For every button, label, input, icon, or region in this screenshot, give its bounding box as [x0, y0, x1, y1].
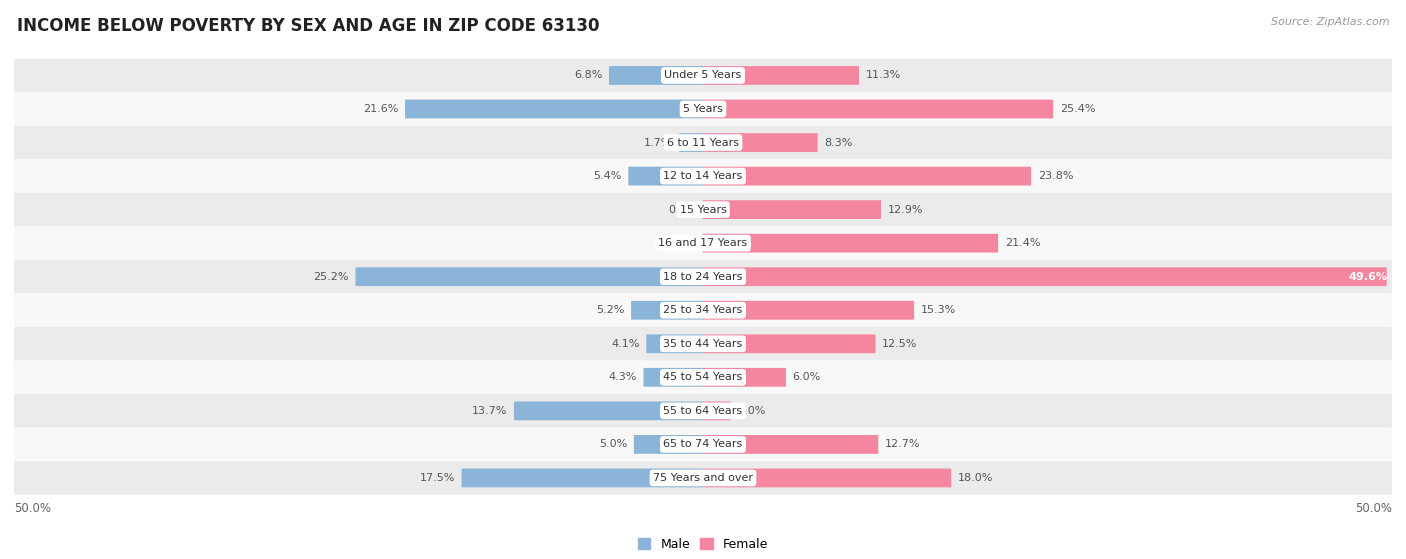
- FancyBboxPatch shape: [703, 401, 731, 420]
- Text: Under 5 Years: Under 5 Years: [665, 70, 741, 80]
- Text: 6.8%: 6.8%: [574, 70, 602, 80]
- FancyBboxPatch shape: [405, 100, 703, 119]
- FancyBboxPatch shape: [679, 133, 703, 152]
- Text: 5.0%: 5.0%: [599, 439, 627, 449]
- FancyBboxPatch shape: [703, 368, 786, 387]
- Text: INCOME BELOW POVERTY BY SEX AND AGE IN ZIP CODE 63130: INCOME BELOW POVERTY BY SEX AND AGE IN Z…: [17, 17, 599, 35]
- FancyBboxPatch shape: [14, 394, 1392, 428]
- FancyBboxPatch shape: [703, 468, 952, 487]
- Text: 50.0%: 50.0%: [1355, 502, 1392, 515]
- Text: 23.8%: 23.8%: [1038, 171, 1073, 181]
- Text: 4.3%: 4.3%: [609, 372, 637, 382]
- FancyBboxPatch shape: [703, 267, 1386, 286]
- Text: 13.7%: 13.7%: [472, 406, 508, 416]
- FancyBboxPatch shape: [14, 159, 1392, 193]
- FancyBboxPatch shape: [14, 327, 1392, 361]
- Text: 16 and 17 Years: 16 and 17 Years: [658, 238, 748, 248]
- FancyBboxPatch shape: [14, 193, 1392, 226]
- FancyBboxPatch shape: [644, 368, 703, 387]
- Text: 8.3%: 8.3%: [824, 138, 852, 148]
- FancyBboxPatch shape: [14, 92, 1392, 126]
- FancyBboxPatch shape: [14, 226, 1392, 260]
- Text: 18.0%: 18.0%: [957, 473, 993, 483]
- FancyBboxPatch shape: [703, 234, 998, 253]
- Text: 25.2%: 25.2%: [314, 272, 349, 282]
- Text: 12.5%: 12.5%: [882, 339, 918, 349]
- Text: 1.7%: 1.7%: [644, 138, 672, 148]
- Text: 5.4%: 5.4%: [593, 171, 621, 181]
- FancyBboxPatch shape: [647, 334, 703, 353]
- FancyBboxPatch shape: [14, 428, 1392, 461]
- Text: 6.0%: 6.0%: [793, 372, 821, 382]
- FancyBboxPatch shape: [703, 334, 876, 353]
- Text: 12.9%: 12.9%: [887, 205, 924, 215]
- Text: 55 to 64 Years: 55 to 64 Years: [664, 406, 742, 416]
- FancyBboxPatch shape: [14, 126, 1392, 159]
- Text: 6 to 11 Years: 6 to 11 Years: [666, 138, 740, 148]
- FancyBboxPatch shape: [634, 435, 703, 454]
- FancyBboxPatch shape: [14, 461, 1392, 495]
- FancyBboxPatch shape: [628, 167, 703, 186]
- Text: 18 to 24 Years: 18 to 24 Years: [664, 272, 742, 282]
- FancyBboxPatch shape: [461, 468, 703, 487]
- Text: 0.0%: 0.0%: [668, 238, 696, 248]
- Text: 75 Years and over: 75 Years and over: [652, 473, 754, 483]
- Text: 15 Years: 15 Years: [679, 205, 727, 215]
- Text: 4.1%: 4.1%: [612, 339, 640, 349]
- Text: 21.4%: 21.4%: [1005, 238, 1040, 248]
- Text: 5 Years: 5 Years: [683, 104, 723, 114]
- FancyBboxPatch shape: [703, 200, 882, 219]
- Legend: Male, Female: Male, Female: [633, 533, 773, 556]
- FancyBboxPatch shape: [703, 435, 879, 454]
- FancyBboxPatch shape: [14, 260, 1392, 293]
- Text: 15.3%: 15.3%: [921, 305, 956, 315]
- Text: 65 to 74 Years: 65 to 74 Years: [664, 439, 742, 449]
- Text: 11.3%: 11.3%: [866, 70, 901, 80]
- Text: 49.6%: 49.6%: [1348, 272, 1388, 282]
- Text: 17.5%: 17.5%: [419, 473, 456, 483]
- Text: 12.7%: 12.7%: [884, 439, 921, 449]
- FancyBboxPatch shape: [14, 361, 1392, 394]
- FancyBboxPatch shape: [515, 401, 703, 420]
- FancyBboxPatch shape: [703, 66, 859, 85]
- Text: 12 to 14 Years: 12 to 14 Years: [664, 171, 742, 181]
- Text: 21.6%: 21.6%: [363, 104, 398, 114]
- Text: 35 to 44 Years: 35 to 44 Years: [664, 339, 742, 349]
- FancyBboxPatch shape: [14, 59, 1392, 92]
- FancyBboxPatch shape: [703, 167, 1031, 186]
- Text: 0.0%: 0.0%: [668, 205, 696, 215]
- FancyBboxPatch shape: [631, 301, 703, 320]
- Text: 25 to 34 Years: 25 to 34 Years: [664, 305, 742, 315]
- Text: 5.2%: 5.2%: [596, 305, 624, 315]
- Text: 50.0%: 50.0%: [14, 502, 51, 515]
- FancyBboxPatch shape: [14, 293, 1392, 327]
- FancyBboxPatch shape: [703, 133, 818, 152]
- FancyBboxPatch shape: [356, 267, 703, 286]
- Text: 25.4%: 25.4%: [1060, 104, 1095, 114]
- Text: Source: ZipAtlas.com: Source: ZipAtlas.com: [1271, 17, 1389, 27]
- FancyBboxPatch shape: [609, 66, 703, 85]
- Text: 2.0%: 2.0%: [738, 406, 766, 416]
- FancyBboxPatch shape: [703, 301, 914, 320]
- FancyBboxPatch shape: [703, 100, 1053, 119]
- Text: 45 to 54 Years: 45 to 54 Years: [664, 372, 742, 382]
